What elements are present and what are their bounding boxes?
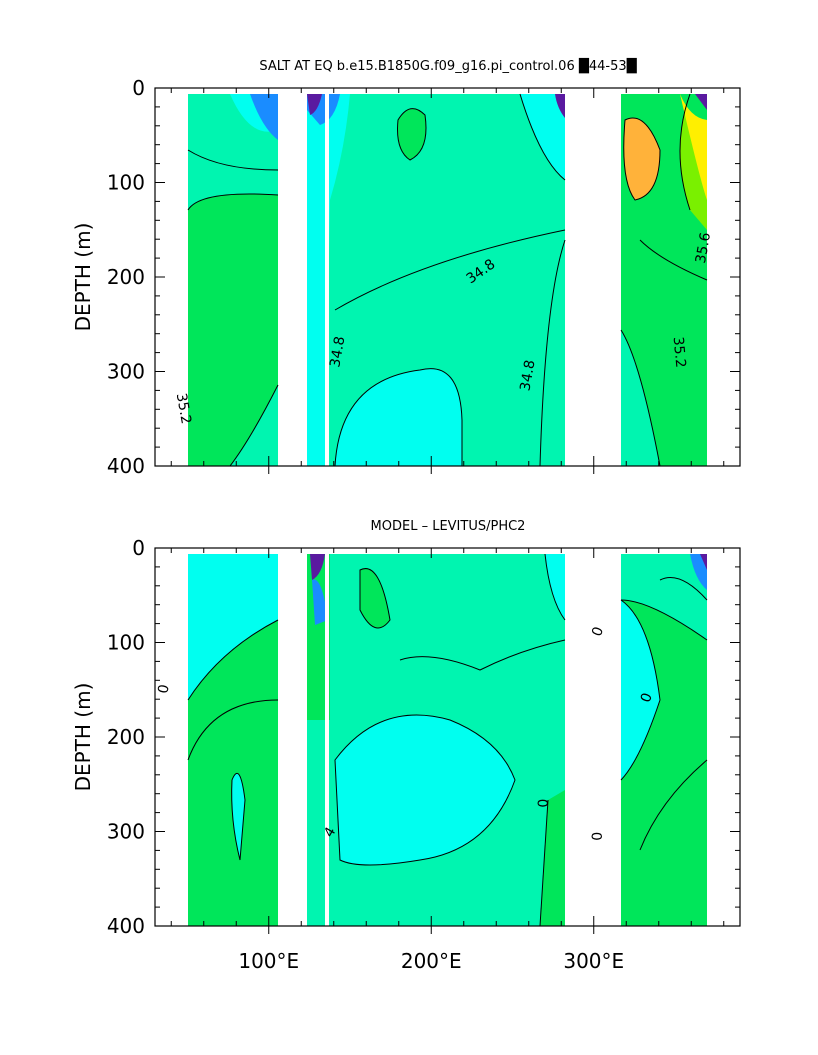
bottom-land-sliver: [325, 548, 329, 926]
top-y-tick-labels: 0 100 200 300 400: [107, 76, 145, 478]
bottom-contour-line: [659, 577, 708, 601]
top-panel: SALT AT EQ b.e15.B1850G.f09_g16.pi_contr…: [71, 57, 741, 478]
bottom-y-tick-label: 400: [107, 914, 145, 938]
top-contour-line: [334, 368, 463, 466]
top-contour-line: [639, 239, 708, 281]
top-central-salty-lens: [397, 108, 426, 160]
bottom-central-west-positive: [307, 554, 330, 720]
bottom-tick-marks: [155, 547, 740, 934]
top-central-east-purple: [555, 94, 565, 118]
bottom-x-tick-label: 200°E: [401, 949, 462, 973]
bottom-central-east-negative: [545, 554, 565, 620]
top-panel-title: SALT AT EQ b.e15.B1850G.f09_g16.pi_contr…: [259, 57, 637, 74]
top-contour-line: [334, 229, 566, 311]
bottom-central-positive-patch: [360, 568, 390, 628]
bottom-x-tick-label: 300°E: [563, 949, 624, 973]
top-contour-line: [397, 108, 427, 161]
top-land-gap-1: [278, 88, 307, 466]
top-contour-label: 35.6: [693, 231, 714, 265]
bottom-contour-line: [231, 772, 246, 861]
top-west-low-core: [250, 94, 278, 140]
top-central-west-fresh: [307, 94, 350, 466]
top-contour-line: [229, 384, 279, 466]
top-y-tick-label: 100: [107, 171, 145, 195]
top-y-tick-label: 0: [132, 76, 145, 100]
top-y-tick-label: 200: [107, 265, 145, 289]
bottom-west-positive: [188, 620, 278, 926]
top-central-fresh-deep: [335, 368, 462, 466]
top-contour-line: [187, 149, 279, 171]
bottom-central-purple-core: [310, 554, 325, 580]
bottom-contour-line: [399, 639, 566, 671]
bottom-panel-title: MODEL – LEVITUS/PHC2: [371, 519, 526, 534]
top-y-tick-label: 400: [107, 454, 145, 478]
bottom-x-tick-labels: 100°E 200°E 300°E: [238, 949, 624, 973]
bottom-east-purple-core: [700, 554, 707, 570]
bottom-contour-label: 0: [536, 799, 552, 808]
top-contour-label: 34.8: [517, 359, 538, 392]
top-contour-line: [519, 93, 566, 181]
top-east-orange-core: [623, 118, 660, 200]
bottom-y-axis-label: DEPTH (m): [71, 683, 95, 792]
top-contour-line: [539, 239, 566, 466]
bottom-y-tick-label: 200: [107, 725, 145, 749]
top-contour-label: 35.2: [173, 392, 194, 425]
top-contour-line: [623, 117, 661, 201]
top-contour-line: [620, 329, 661, 466]
top-contour-line: [679, 93, 691, 211]
top-y-axis-label: DEPTH (m): [71, 223, 95, 332]
top-contour-lines: [187, 93, 708, 466]
bottom-contour-line: [187, 619, 279, 701]
top-west-salty-body: [188, 194, 278, 466]
bottom-x-tick-label: 100°E: [238, 949, 299, 973]
bottom-contour-label: 0: [155, 683, 172, 695]
top-contour-line: [187, 193, 279, 211]
top-east-lime-zone: [621, 94, 707, 230]
top-east-ne-purple: [695, 94, 707, 110]
bottom-y-tick-labels: 0 100 200 300 400: [107, 536, 145, 938]
bottom-central-negative-zone: [335, 715, 515, 865]
bottom-y-tick-label: 300: [107, 820, 145, 844]
bottom-land-gap-1: [278, 548, 307, 926]
bottom-contour-line: [620, 599, 708, 641]
top-central-east-fresh: [520, 94, 565, 180]
top-contour-label: 35.2: [670, 336, 689, 368]
top-y-tick-label: 300: [107, 360, 145, 384]
bottom-contour-lines: [187, 553, 708, 926]
bottom-land-gap-2: [565, 548, 621, 926]
bottom-panel: MODEL – LEVITUS/PHC2: [71, 519, 741, 973]
bottom-central-east-positive: [540, 790, 565, 926]
top-contour-label: 34.8: [327, 335, 348, 368]
bottom-contour-line: [539, 799, 549, 926]
bottom-contour-label: 0: [590, 832, 606, 841]
bottom-y-tick-label: 100: [107, 631, 145, 655]
bottom-contour-line: [544, 553, 566, 621]
bottom-contour-fill: [187, 548, 708, 926]
top-land-gap-2: [565, 88, 621, 466]
top-contour-fill: [187, 88, 708, 466]
top-central-purple-core: [307, 94, 322, 115]
top-land-sliver: [325, 88, 329, 466]
top-tick-marks: [155, 87, 740, 474]
bottom-y-tick-label: 0: [132, 536, 145, 560]
bottom-east-negative: [621, 600, 660, 780]
bottom-contour-line: [334, 714, 516, 866]
bottom-contour-line: [359, 568, 391, 629]
bottom-contour-line: [620, 599, 661, 781]
bottom-east-blue-core: [690, 554, 707, 590]
bottom-contour-line: [639, 759, 708, 851]
bottom-central-blue-core: [312, 579, 328, 625]
bottom-contour-line: [187, 699, 279, 761]
